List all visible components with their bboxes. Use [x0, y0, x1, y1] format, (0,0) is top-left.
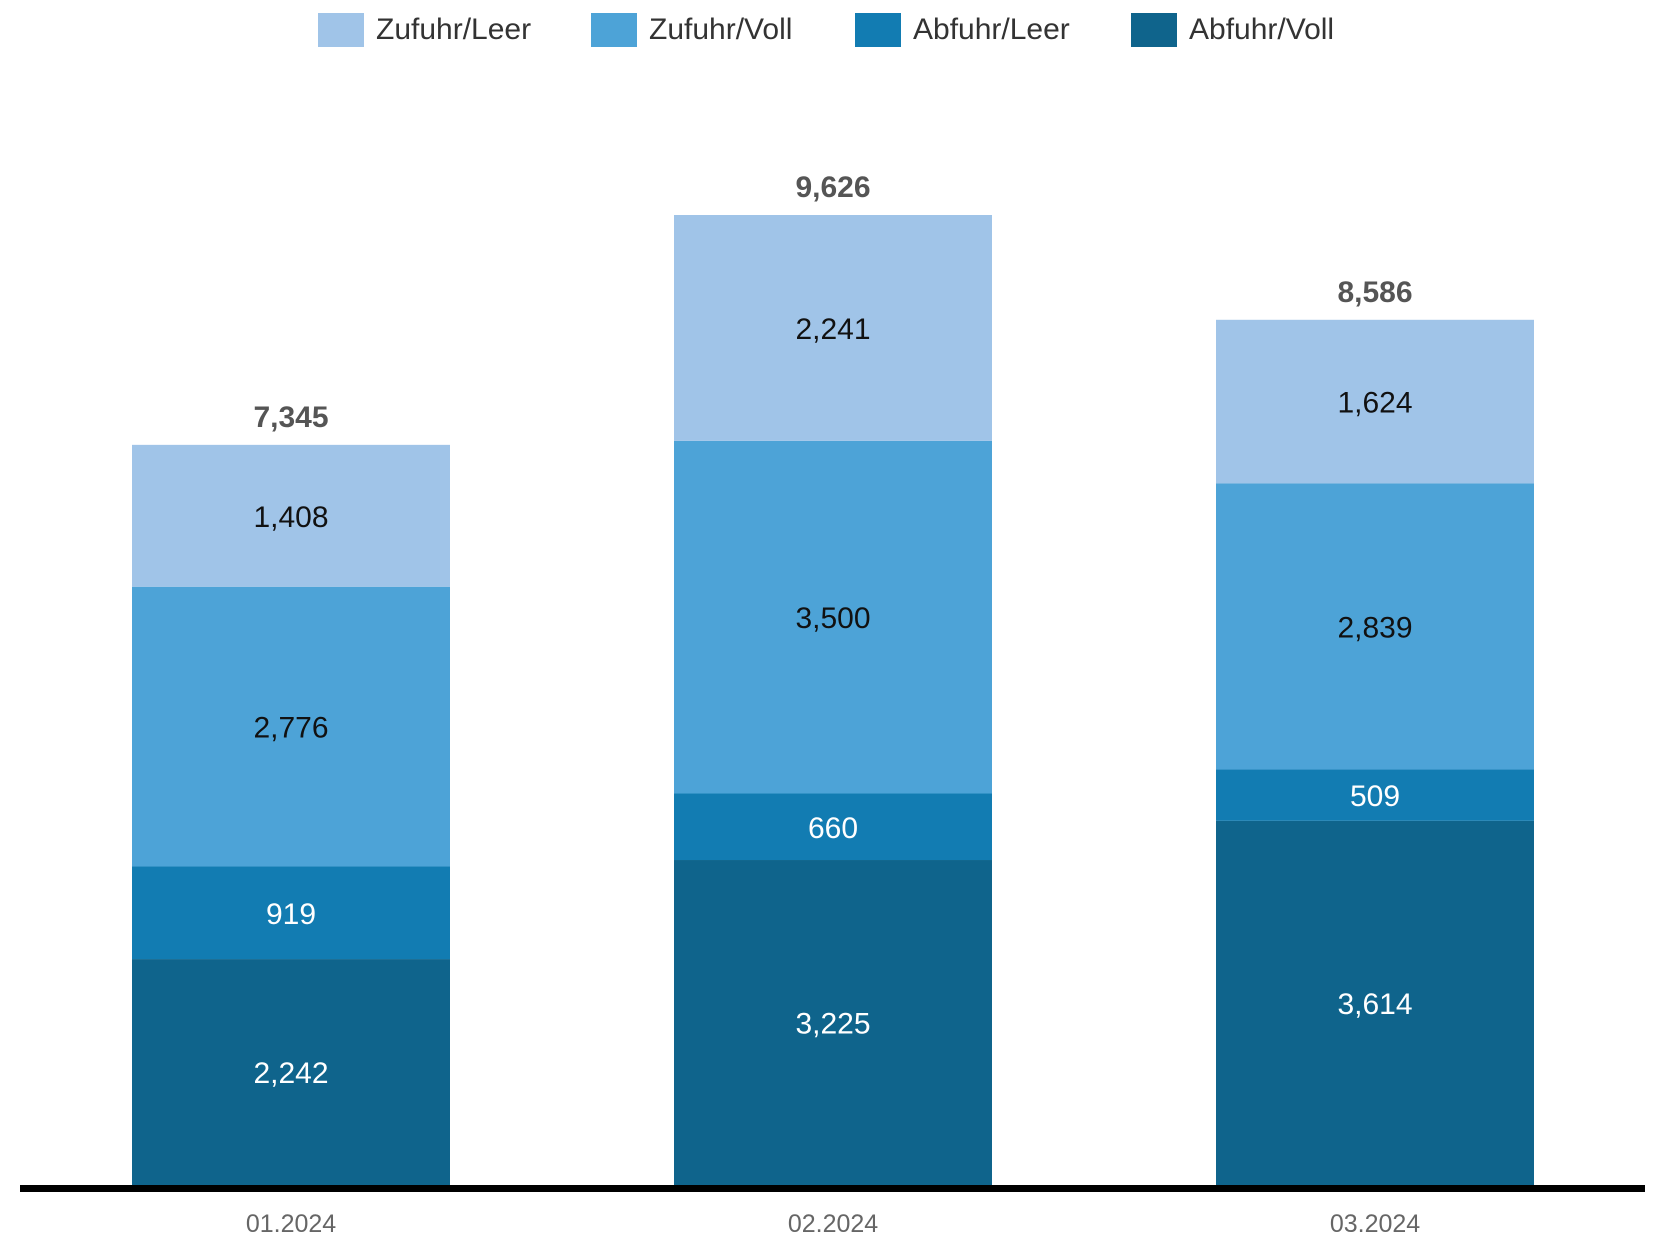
data-label-abfuhr-leer-02-2024: 660 [808, 812, 858, 845]
total-label-01-2024: 7,345 [253, 401, 328, 434]
data-label-abfuhr-leer-01-2024: 919 [266, 898, 316, 931]
data-label-abfuhr-voll-02-2024: 3,225 [795, 1008, 870, 1041]
bar-segment-zufuhr-leer-02-2024 [674, 215, 992, 441]
chart-legend: Zufuhr/Leer Zufuhr/Voll Abfuhr/Leer Abfuhr/… [0, 10, 1665, 50]
data-label-zufuhr-voll-03-2024: 2,839 [1337, 611, 1412, 644]
bar-segment-zufuhr-voll-02-2024 [674, 440, 992, 794]
x-tick-label-02-2024: 02.2024 [788, 1210, 878, 1238]
legend-swatch-abfuhr-leer [855, 13, 901, 47]
legend-swatch-abfuhr-voll [1131, 13, 1177, 47]
bar-segment-abfuhr-voll-02-2024 [674, 860, 992, 1185]
total-label-02-2024: 9,626 [795, 171, 870, 204]
legend-item-zufuhr-voll: Zufuhr/Voll [591, 10, 792, 50]
legend-label-abfuhr-leer: Abfuhr/Leer [913, 13, 1070, 46]
bar-segment-abfuhr-voll-01-2024 [132, 959, 450, 1185]
data-label-zufuhr-leer-02-2024: 2,241 [795, 313, 870, 346]
bar-segment-zufuhr-voll-03-2024 [1216, 483, 1534, 770]
legend-item-zufuhr-leer: Zufuhr/Leer [318, 10, 531, 50]
bar-segment-abfuhr-leer-01-2024 [132, 866, 450, 960]
bar-segment-abfuhr-voll-03-2024 [1216, 820, 1534, 1185]
legend-label-abfuhr-voll: Abfuhr/Voll [1189, 13, 1335, 46]
legend-swatch-zufuhr-leer [318, 13, 364, 47]
legend-label-zufuhr-leer: Zufuhr/Leer [376, 13, 532, 46]
x-axis-line [20, 1185, 1645, 1192]
data-label-zufuhr-leer-01-2024: 1,408 [253, 501, 328, 534]
bar-segment-zufuhr-leer-01-2024 [132, 444, 450, 587]
data-label-abfuhr-voll-01-2024: 2,242 [253, 1057, 328, 1090]
data-label-abfuhr-voll-03-2024: 3,614 [1337, 988, 1412, 1021]
x-tick-label-03-2024: 03.2024 [1330, 1210, 1420, 1238]
data-label-zufuhr-voll-01-2024: 2,776 [253, 712, 328, 745]
bar-segment-abfuhr-leer-02-2024 [674, 793, 992, 861]
x-tick-label-01-2024: 01.2024 [246, 1210, 336, 1238]
legend-item-abfuhr-voll: Abfuhr/Voll [1131, 10, 1334, 50]
bar-segment-zufuhr-voll-01-2024 [132, 586, 450, 867]
total-label-03-2024: 8,586 [1337, 276, 1412, 309]
legend-item-abfuhr-leer: Abfuhr/Leer [855, 10, 1070, 50]
legend-swatch-zufuhr-voll [591, 13, 637, 47]
data-label-zufuhr-voll-02-2024: 3,500 [795, 602, 870, 635]
data-label-abfuhr-leer-03-2024: 509 [1350, 780, 1400, 813]
data-label-zufuhr-leer-03-2024: 1,624 [1337, 387, 1412, 420]
bar-segment-zufuhr-leer-03-2024 [1216, 319, 1534, 484]
bar-segment-abfuhr-leer-03-2024 [1216, 769, 1534, 821]
legend-label-zufuhr-voll: Zufuhr/Voll [649, 13, 793, 46]
